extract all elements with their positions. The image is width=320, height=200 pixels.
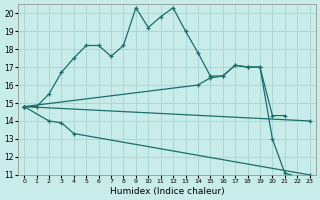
X-axis label: Humidex (Indice chaleur): Humidex (Indice chaleur) [109,187,224,196]
